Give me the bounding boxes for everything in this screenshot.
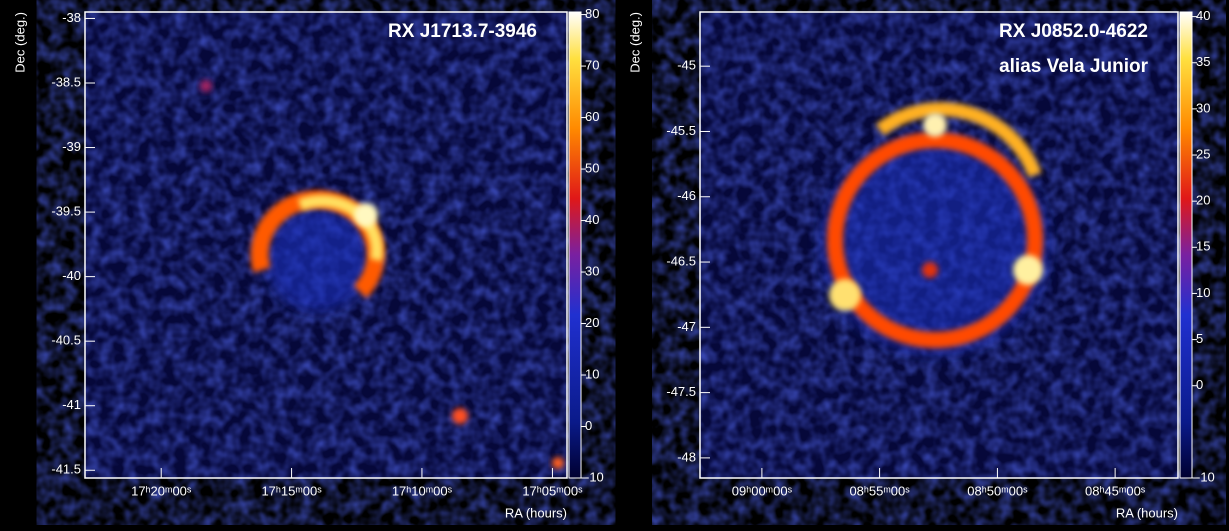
y-tick-label: -46.5 xyxy=(666,253,696,268)
panel-2-image xyxy=(700,12,1178,478)
x-tick-label: 08ʰ45ᵐ00ˢ xyxy=(1085,483,1146,498)
colorbar-tick-label: -10 xyxy=(1196,469,1215,484)
y-tick-label: -41 xyxy=(62,397,81,412)
colorbar-tick-label: 60 xyxy=(585,109,599,124)
colorbar-tick-label: 40 xyxy=(1196,8,1210,23)
colorbar-tick-label: 20 xyxy=(585,315,599,330)
y-tick-label: -48 xyxy=(677,449,696,464)
y-tick-label: -46 xyxy=(677,188,696,203)
y-axis-label: Dec (deg.) xyxy=(12,12,27,73)
colorbar-tick-label: 35 xyxy=(1196,54,1210,69)
colorbar-tick-label: 15 xyxy=(1196,239,1210,254)
y-tick-label: -47.5 xyxy=(666,384,696,399)
colorbar-tick-label: 5 xyxy=(1196,331,1203,346)
x-tick-label: 17ʰ15ᵐ00ˢ xyxy=(261,483,322,498)
x-tick-label: 08ʰ55ᵐ00ˢ xyxy=(849,483,910,498)
x-tick-label: 17ʰ10ᵐ00ˢ xyxy=(392,483,453,498)
x-tick-label: 09ʰ00ᵐ00ˢ xyxy=(732,483,793,498)
y-tick-label: -40 xyxy=(62,268,81,283)
colorbar xyxy=(568,11,582,479)
x-tick-label: 08ʰ50ᵐ00ˢ xyxy=(967,483,1028,498)
plot-frame xyxy=(84,11,568,479)
colorbar-tick-label: 10 xyxy=(585,366,599,381)
colorbar-tick-label: 20 xyxy=(1196,193,1210,208)
plot-frame xyxy=(699,11,1179,479)
annotation: alias Vela Junior xyxy=(999,56,1149,77)
y-axis-label: Dec (deg.) xyxy=(627,12,642,73)
colorbar-tick-label: 10 xyxy=(1196,285,1210,300)
y-tick-label: -40.5 xyxy=(51,333,81,348)
colorbar xyxy=(1179,11,1193,479)
y-tick-label: -39.5 xyxy=(51,204,81,219)
colorbar-tick-label: 80 xyxy=(585,6,599,21)
colorbar-tick-label: 30 xyxy=(1196,100,1210,115)
colorbar-tick-label: 50 xyxy=(585,160,599,175)
colorbar-tick-label: -10 xyxy=(585,469,604,484)
x-tick-label: 17ʰ05ᵐ00ˢ xyxy=(522,483,583,498)
y-tick-label: -45.5 xyxy=(666,123,696,138)
y-tick-label: -45 xyxy=(677,58,696,73)
colorbar-tick-label: 70 xyxy=(585,58,599,73)
y-tick-label: -38.5 xyxy=(51,74,81,89)
colorbar-tick-label: 0 xyxy=(585,418,592,433)
y-tick-label: -38 xyxy=(62,10,81,25)
colorbar-tick-label: 0 xyxy=(1196,377,1203,392)
colorbar-tick-label: 25 xyxy=(1196,146,1210,161)
x-axis-label: RA (hours) xyxy=(1116,505,1178,520)
x-tick-label: 17ʰ20ᵐ00ˢ xyxy=(131,483,192,498)
colorbar-tick-label: 40 xyxy=(585,212,599,227)
y-tick-label: -39 xyxy=(62,139,81,154)
x-axis-label: RA (hours) xyxy=(505,505,567,520)
colorbar-tick-label: 30 xyxy=(585,263,599,278)
chart-title: RX J0852.0-4622 xyxy=(999,21,1148,42)
y-tick-label: -47 xyxy=(677,319,696,334)
y-tick-label: -41.5 xyxy=(51,462,81,477)
chart-title: RX J1713.7-3946 xyxy=(388,21,537,42)
panel-1-image xyxy=(85,12,567,478)
